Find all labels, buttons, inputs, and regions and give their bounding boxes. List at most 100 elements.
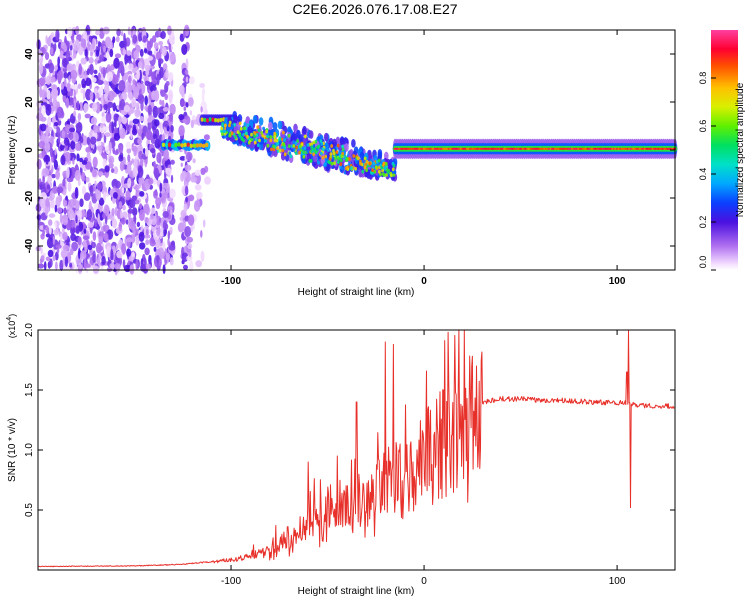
noise-cell xyxy=(138,166,144,178)
noise-cell xyxy=(43,261,47,271)
noise-cell xyxy=(113,150,120,156)
noise-cell xyxy=(44,206,49,216)
band-cell xyxy=(167,142,172,147)
noise-cell xyxy=(141,132,144,141)
noise-cell xyxy=(56,223,59,231)
colorbar-tick-label: 0.2 xyxy=(698,216,708,229)
noise-cell xyxy=(79,198,84,207)
noise-cell xyxy=(185,102,189,108)
segment-cell xyxy=(203,117,207,123)
cluster-cell xyxy=(365,168,368,173)
noise-cell xyxy=(169,103,176,116)
noise-cell xyxy=(84,69,87,81)
noise-cell xyxy=(129,220,136,228)
cluster-cell xyxy=(354,166,357,171)
noise-cell xyxy=(74,169,81,181)
noise-cell xyxy=(120,31,124,37)
noise-cell xyxy=(96,79,104,85)
noise-cell xyxy=(108,141,112,152)
cluster-cell xyxy=(269,135,273,139)
noise-cell xyxy=(114,206,118,217)
noise-cell xyxy=(139,203,142,210)
cluster-cell xyxy=(337,157,341,161)
segment-cell xyxy=(208,117,212,122)
cluster-cell xyxy=(339,162,343,167)
noise-cell xyxy=(93,262,96,274)
noise-cell xyxy=(112,36,116,44)
noise-cell xyxy=(137,183,141,189)
cluster-cell xyxy=(292,147,296,152)
noise-cell xyxy=(71,241,78,252)
noise-cell xyxy=(75,214,78,224)
noise-cell xyxy=(200,167,206,175)
noise-cell xyxy=(38,140,46,149)
noise-cell xyxy=(75,263,78,274)
noise-cell xyxy=(85,147,90,153)
noise-cell xyxy=(89,91,94,101)
segment-cell xyxy=(206,118,209,123)
cluster-cell xyxy=(261,133,265,138)
noise-cell xyxy=(122,259,126,269)
noise-cell xyxy=(189,76,195,85)
noise-cell xyxy=(115,36,120,43)
colorbar-label: Normalized spectral amplitude xyxy=(735,82,746,217)
cluster-cell xyxy=(283,138,287,142)
noise-cell xyxy=(92,156,98,168)
cluster-halo xyxy=(324,142,329,151)
noise-cell xyxy=(61,228,65,233)
noise-cell xyxy=(45,103,52,116)
cluster-halo xyxy=(351,139,356,148)
cluster-cell xyxy=(269,138,273,143)
noise-cell xyxy=(150,148,156,154)
noise-cell xyxy=(138,176,145,185)
noise-cell xyxy=(129,91,133,101)
noise-cell xyxy=(144,247,150,256)
noise-cell xyxy=(168,32,176,45)
noise-cell xyxy=(41,105,46,116)
noise-cell xyxy=(60,155,66,166)
noise-cell xyxy=(103,224,110,232)
cluster-cell xyxy=(303,134,307,139)
noise-cell xyxy=(47,249,54,258)
cluster-cell xyxy=(377,158,381,163)
noise-cell xyxy=(60,82,65,90)
cluster-halo xyxy=(377,149,383,158)
noise-cell xyxy=(49,258,53,268)
noise-cell xyxy=(127,177,132,189)
cluster-cell xyxy=(292,144,296,148)
noise-cell xyxy=(140,225,144,231)
noise-cell xyxy=(61,214,69,226)
cluster-cell xyxy=(272,144,275,149)
cluster-cell xyxy=(345,158,348,163)
noise-cell xyxy=(143,41,148,48)
noise-cell xyxy=(68,75,71,83)
noise-cell xyxy=(153,119,160,127)
noise-cell xyxy=(159,182,163,192)
noise-cell xyxy=(132,226,136,237)
cluster-cell xyxy=(238,133,242,138)
noise-cell xyxy=(178,114,185,121)
noise-cell xyxy=(126,147,132,154)
noise-cell xyxy=(117,115,122,123)
noise-cell xyxy=(69,127,76,133)
cluster-cell xyxy=(303,146,307,151)
noise-cell xyxy=(70,90,73,97)
cluster-cell xyxy=(227,126,231,131)
noise-cell xyxy=(101,116,107,124)
cluster-cell xyxy=(230,131,234,136)
cluster-halo xyxy=(332,138,337,148)
cluster-cell xyxy=(368,161,372,166)
noise-cell xyxy=(57,56,61,66)
noise-cell xyxy=(153,161,156,169)
cluster-cell xyxy=(299,144,302,149)
noise-cell xyxy=(80,38,87,48)
noise-cell xyxy=(39,197,46,209)
noise-cell xyxy=(40,123,47,132)
noise-cell xyxy=(84,113,91,119)
noise-cell xyxy=(187,243,193,250)
noise-cell xyxy=(185,196,189,203)
noise-cell xyxy=(132,124,137,134)
noise-cell xyxy=(111,121,115,134)
noise-cell xyxy=(59,212,63,224)
noise-cell xyxy=(127,26,131,36)
